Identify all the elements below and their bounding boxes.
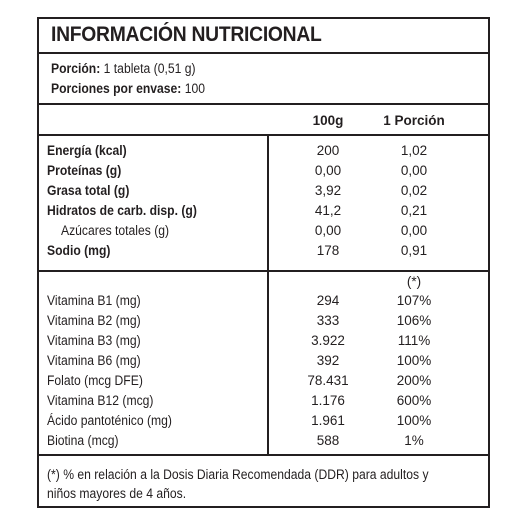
nutrient-name: Grasa total (g) [47, 183, 130, 198]
servings-per-container-row: Porciones por envase: 100 [51, 81, 205, 96]
serving-divider [39, 103, 488, 105]
header-divider [39, 134, 488, 136]
nutrition-label: INFORMACIÓN NUTRICIONAL Porción: 1 table… [37, 17, 490, 508]
nutrient-value-portion: 0,00 [400, 163, 428, 178]
vitamin-value-100g: 333 [316, 313, 340, 328]
nutrient-value-100g: 3,92 [314, 183, 342, 198]
vitamin-percent-ddr: 111% [397, 333, 431, 348]
servings-per-container-label: Porciones por envase: [51, 81, 182, 96]
vitamin-name: Folato (mcg DFE) [47, 373, 143, 388]
nutrient-value-100g: 178 [316, 243, 340, 258]
nutrient-value-100g: 41,2 [314, 203, 342, 218]
vitamin-percent-ddr: 200% [396, 373, 432, 388]
vitamin-value-100g: 1.961 [311, 413, 345, 428]
nutrient-value-100g: 200 [316, 143, 340, 158]
nutrient-value-100g: 0,00 [314, 223, 342, 238]
vitamin-mark: (*) [406, 274, 422, 289]
vitamin-percent-ddr: 100% [396, 413, 432, 428]
vitamin-value-100g: 78.431 [307, 373, 349, 388]
vitamin-name: Vitamina B2 (mg) [47, 313, 141, 328]
nutrient-value-portion: 0,91 [400, 243, 428, 258]
nutrients-divider [39, 270, 488, 272]
nutrient-value-100g: 0,00 [314, 163, 342, 178]
vitamin-percent-ddr: 100% [396, 353, 432, 368]
serving-value: 1 tableta (0,51 g) [103, 61, 196, 76]
vitamin-value-100g: 294 [316, 293, 340, 308]
footnote-divider [39, 454, 488, 456]
footnote-line-2: niños mayores de 4 años. [47, 486, 187, 501]
nutrient-name: Sodio (mg) [47, 243, 111, 258]
nutrient-value-portion: 0,00 [400, 223, 428, 238]
nutrient-value-portion: 1,02 [400, 143, 428, 158]
vitamin-value-100g: 1.176 [311, 393, 345, 408]
nutrient-name: Energía (kcal) [47, 143, 127, 158]
nutrient-value-portion: 0,02 [400, 183, 428, 198]
nutrient-value-portion: 0,21 [400, 203, 428, 218]
vitamin-value-100g: 3.922 [311, 333, 345, 348]
column-header-portion: 1 Porción [383, 113, 445, 128]
vitamin-name: Vitamina B3 (mg) [47, 333, 141, 348]
servings-per-container-value: 100 [184, 81, 205, 96]
column-divider [267, 134, 269, 454]
vitamin-percent-ddr: 1% [404, 433, 424, 448]
serving-label: Porción: [51, 61, 101, 76]
label-title: INFORMACIÓN NUTRICIONAL [51, 23, 322, 46]
vitamin-name: Biotina (mcg) [47, 433, 119, 448]
vitamin-value-100g: 588 [316, 433, 340, 448]
vitamin-percent-ddr: 106% [396, 313, 432, 328]
vitamin-name: Ácido pantoténico (mg) [47, 413, 172, 428]
title-divider [39, 52, 488, 54]
nutrient-name: Azúcares totales (g) [61, 223, 170, 238]
nutrient-name: Hidratos de carb. disp. (g) [47, 203, 197, 218]
vitamin-percent-ddr: 107% [396, 293, 432, 308]
nutrient-name: Proteínas (g) [47, 163, 122, 178]
column-header-100g: 100g [312, 113, 344, 128]
vitamin-name: Vitamina B1 (mg) [47, 293, 141, 308]
vitamin-percent-ddr: 600% [396, 393, 432, 408]
vitamin-name: Vitamina B12 (mcg) [47, 393, 154, 408]
serving-row: Porción: 1 tableta (0,51 g) [51, 61, 196, 76]
vitamin-value-100g: 392 [316, 353, 340, 368]
footnote-line-1: (*) % en relación a la Dosis Diaria Reco… [47, 467, 429, 482]
vitamin-name: Vitamina B6 (mg) [47, 353, 141, 368]
